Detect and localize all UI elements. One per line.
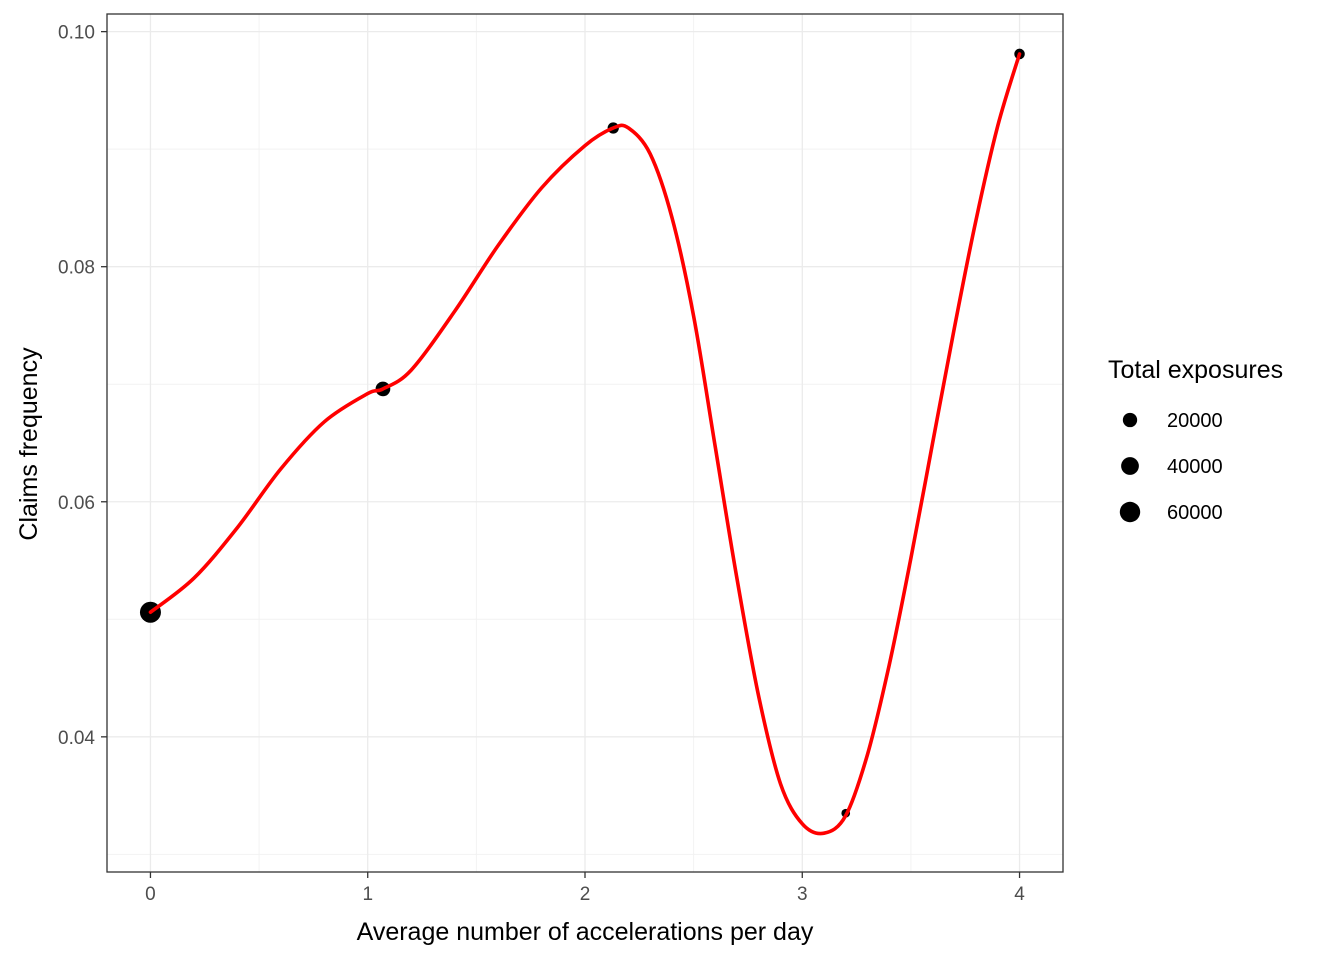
x-axis-ticks: 0 1 2 3 4 <box>145 872 1025 905</box>
x-tick-label: 3 <box>797 884 808 905</box>
y-axis-ticks: 0.04 0.06 0.08 0.10 <box>58 23 107 749</box>
legend: Total exposures 20000 40000 60000 <box>1108 356 1283 524</box>
legend-key <box>1121 457 1139 475</box>
x-tick-label: 1 <box>362 884 373 905</box>
y-tick-label: 0.06 <box>58 493 95 514</box>
legend-key <box>1122 412 1138 428</box>
legend-label: 60000 <box>1167 502 1223 524</box>
legend-key <box>1119 501 1141 523</box>
smooth-line-layer <box>148 52 1022 836</box>
y-tick-label: 0.08 <box>58 258 95 279</box>
x-tick-label: 2 <box>580 884 591 905</box>
y-tick-label: 0.04 <box>58 728 95 749</box>
major-gridlines <box>107 14 1063 872</box>
data-points <box>139 48 1025 818</box>
x-axis-title: Average number of accelerations per day <box>357 918 814 946</box>
x-tick-label: 4 <box>1014 884 1025 905</box>
legend-label: 40000 <box>1167 456 1223 478</box>
legend-title: Total exposures <box>1108 356 1283 384</box>
legend-label: 20000 <box>1167 410 1223 432</box>
x-tick-label: 0 <box>145 884 156 905</box>
y-tick-label: 0.10 <box>58 23 95 44</box>
smooth-line <box>148 52 1022 836</box>
y-axis-title: Claims frequency <box>15 347 43 541</box>
